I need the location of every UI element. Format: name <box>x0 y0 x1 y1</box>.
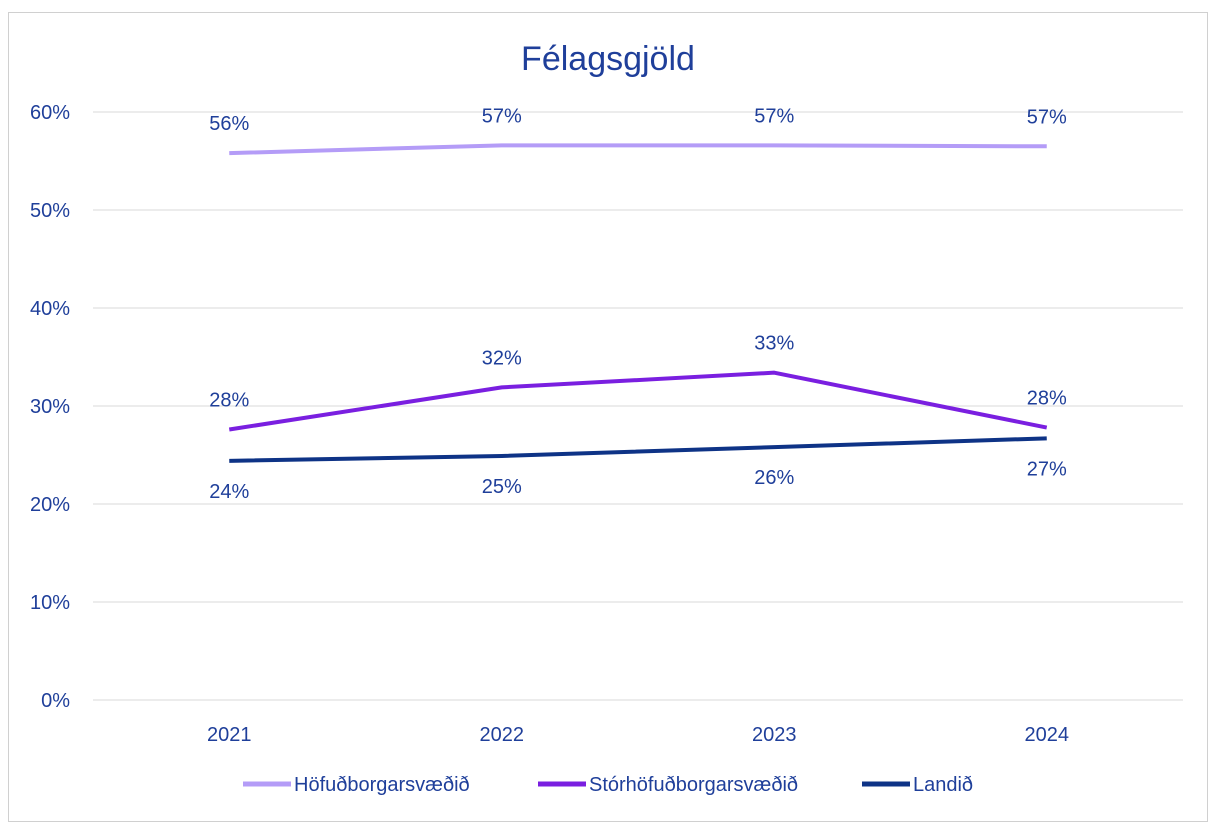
chart-frame <box>8 12 1208 822</box>
data-label: 56% <box>209 113 249 135</box>
series-line-2 <box>228 370 1048 432</box>
legend-label: Stórhöfuðborgarsvæðið <box>589 774 798 796</box>
x-tick-label: 2021 <box>207 724 252 746</box>
series-line-3 <box>229 436 1047 463</box>
x-tick-label: 2022 <box>480 724 525 746</box>
y-tick-label: 10% <box>30 592 70 614</box>
x-tick-label: 2023 <box>752 724 797 746</box>
data-label: 27% <box>1027 458 1067 480</box>
series-line-1 <box>229 143 1047 156</box>
data-label: 57% <box>1027 106 1067 128</box>
data-label: 28% <box>1027 388 1067 410</box>
y-tick-label: 50% <box>30 200 70 222</box>
data-label: 24% <box>209 481 249 503</box>
data-label: 57% <box>482 105 522 127</box>
data-label: 25% <box>482 476 522 498</box>
y-tick-label: 40% <box>30 298 70 320</box>
data-label: 32% <box>482 347 522 369</box>
data-label: 33% <box>754 333 794 355</box>
y-tick-label: 20% <box>30 494 70 516</box>
x-tick-label: 2024 <box>1025 724 1070 746</box>
y-tick-label: 60% <box>30 102 70 124</box>
legend-label: Landið <box>913 774 973 796</box>
data-label: 28% <box>209 390 249 412</box>
legend-label: Höfuðborgarsvæðið <box>294 774 470 796</box>
y-tick-label: 30% <box>30 396 70 418</box>
data-label: 26% <box>754 467 794 489</box>
chart-title: Félagsgjöld <box>521 40 695 78</box>
y-tick-label: 0% <box>41 690 70 712</box>
data-label: 57% <box>754 105 794 127</box>
